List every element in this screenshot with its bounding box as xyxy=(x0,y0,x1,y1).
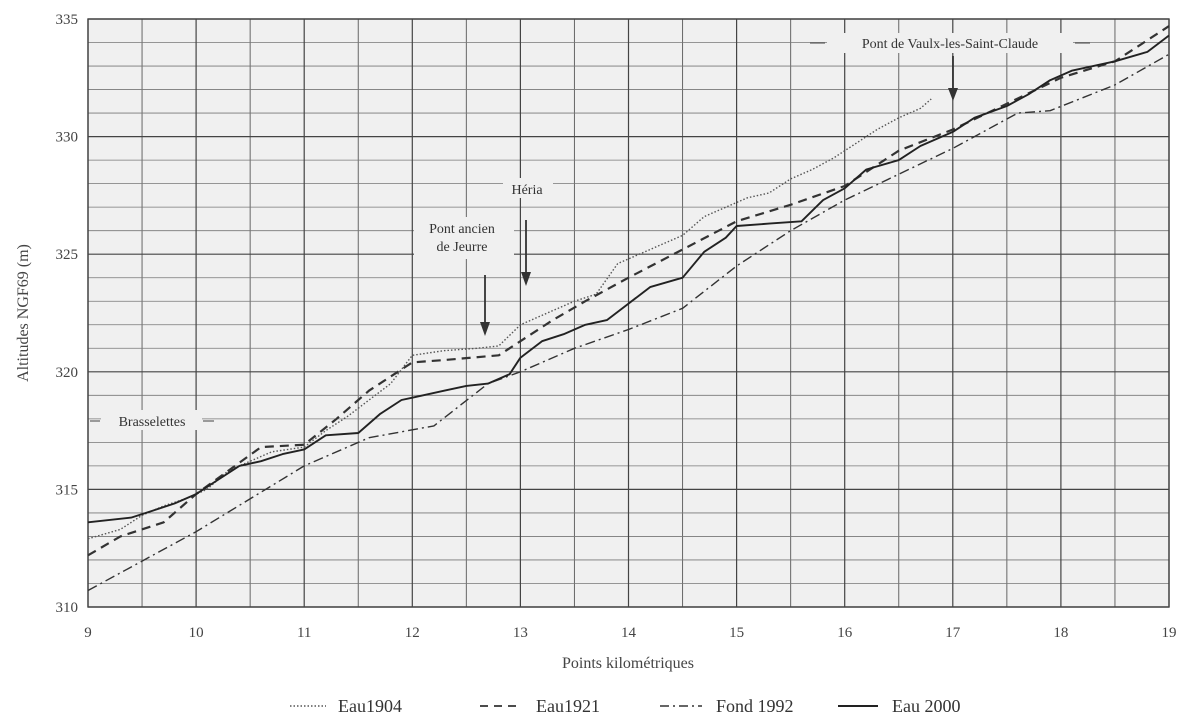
series-line-fond-1992 xyxy=(87,53,1170,592)
x-tick-label: 19 xyxy=(1162,625,1177,641)
annotation-arrow-head xyxy=(948,88,958,101)
annotation-label-bg xyxy=(827,33,1073,53)
legend-item-eau2000: Eau 2000 xyxy=(838,696,960,716)
x-tick-labels: 9 10 11 12 13 14 15 16 17 18 19 xyxy=(84,625,1176,641)
x-tick-label: 13 xyxy=(513,625,528,641)
series-line-eau1921 xyxy=(87,25,1170,557)
x-tick-label: 9 xyxy=(84,625,92,641)
legend-label-eau2000: Eau 2000 xyxy=(892,696,960,716)
legend-label-fond1992: Fond 1992 xyxy=(716,696,794,716)
legend-item-eau1921: Eau1921 xyxy=(480,696,600,716)
y-tick-label: 310 xyxy=(56,600,79,616)
y-tick-label: 315 xyxy=(56,482,79,498)
annotation-label-bg xyxy=(503,178,553,198)
annotation-heria: Héria xyxy=(503,178,553,286)
y-tick-label: 325 xyxy=(56,247,79,263)
x-tick-label: 11 xyxy=(297,625,311,641)
annotation-label: Pont de Vaulx-les-Saint-Claude xyxy=(862,37,1038,52)
annotation-label-line2: de Jeurre xyxy=(437,240,488,255)
annotation-brasselettes: Brasselettes xyxy=(90,410,214,430)
y-tick-label: 320 xyxy=(56,365,79,381)
y-tick-label: 335 xyxy=(56,12,79,28)
annotations: Brasselettes Pont ancien de Jeurre Héria… xyxy=(90,33,1090,430)
x-tick-label: 14 xyxy=(621,625,637,641)
x-tick-label: 18 xyxy=(1053,625,1068,641)
annotation-label-line1: Pont ancien xyxy=(429,222,495,237)
x-tick-label: 10 xyxy=(189,625,204,641)
annotation-label: Héria xyxy=(511,183,543,198)
x-axis-title: Points kilométriques xyxy=(562,655,694,672)
y-tick-label: 330 xyxy=(56,130,79,146)
annotation-pont-de-vaulx: Pont de Vaulx-les-Saint-Claude xyxy=(810,33,1090,101)
x-tick-label: 17 xyxy=(945,625,961,641)
legend-item-fond1992: Fond 1992 xyxy=(660,696,794,716)
x-tick-label: 15 xyxy=(729,625,744,641)
legend: Eau1904 Eau1921 Fond 1992 Eau 2000 xyxy=(290,696,960,716)
series-group xyxy=(87,25,1170,592)
x-tick-label: 16 xyxy=(837,625,853,641)
annotation-pont-ancien-de-jeurre: Pont ancien de Jeurre xyxy=(414,217,514,336)
annotation-label: Brasselettes xyxy=(119,415,186,430)
x-tick-label: 12 xyxy=(405,625,420,641)
series-line-eau-2000 xyxy=(87,34,1170,524)
annotation-label-bg xyxy=(414,217,514,259)
legend-label-eau1921: Eau1921 xyxy=(536,696,600,716)
plot-frame xyxy=(87,18,1170,608)
y-tick-labels: 310 315 320 325 330 335 xyxy=(56,12,79,616)
annotation-arrow-head xyxy=(521,272,531,286)
legend-label-eau1904: Eau1904 xyxy=(338,696,402,716)
annotation-arrow-head xyxy=(480,322,490,336)
annotation-label-bg xyxy=(101,410,202,430)
legend-item-eau1904: Eau1904 xyxy=(290,696,402,716)
y-axis-title: Altitudes NGF69 (m) xyxy=(15,244,32,382)
